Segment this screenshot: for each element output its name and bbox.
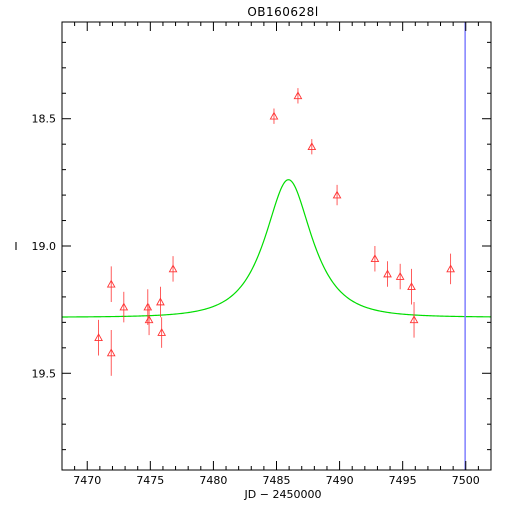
x-axis: 7470 7475 7480 7485 7490 7495 7500 [61,22,492,487]
y-axis: 18.5 19.0 19.5 [32,41,491,451]
x-tick-label: 7470 [73,474,101,487]
data-point [269,108,279,124]
triangle-marker [383,269,392,278]
data-point [106,266,116,302]
triangle-marker [446,264,455,273]
plot-frame [61,21,492,471]
triangle-marker [106,279,116,288]
data-point [395,263,405,290]
triangle-marker [395,272,405,280]
model-curve [62,179,491,318]
data-point [143,289,153,325]
triangle-marker [157,328,167,336]
data-point [157,317,167,348]
x-tick-label: 7475 [136,474,164,487]
y-tick-label: 18.5 [32,113,57,126]
model-curve-layer [62,179,491,318]
triangle-marker [409,315,419,324]
x-tick-label: 7485 [263,474,291,487]
y-tick-label: 19.5 [32,367,57,380]
data-point [94,319,103,356]
x-tick-label: 7490 [326,474,354,487]
y-tick-label: 19.0 [32,240,57,253]
data-point [156,286,165,318]
data-point [332,184,342,206]
data-point [370,246,380,272]
y-axis-label: I [14,240,17,253]
triangle-marker [407,282,416,291]
data-points-layer [94,88,455,376]
data-point [446,253,455,285]
triangle-marker [168,264,178,273]
triangle-marker [370,254,380,263]
x-tick-label: 7500 [452,474,480,487]
triangle-marker [119,302,129,311]
triangle-marker [94,333,103,341]
triangle-marker [156,297,165,306]
data-point [168,256,178,282]
triangle-marker [143,302,153,311]
x-tick-label: 7495 [389,474,417,487]
x-axis-label: JD − 2450000 [244,488,322,501]
triangle-marker [269,111,279,120]
data-point [106,330,116,376]
data-point [119,291,129,323]
triangle-marker [144,315,154,324]
data-point [407,268,416,305]
triangle-marker [332,190,342,199]
triangle-marker [106,348,116,357]
data-point [144,304,154,336]
data-point [293,88,303,104]
triangle-marker [307,142,317,151]
data-point [383,261,392,287]
x-tick-label: 7480 [199,474,227,487]
chart-title: OB160628l [247,5,318,19]
data-point [409,302,419,338]
data-point [307,139,317,155]
triangle-marker [293,91,303,100]
